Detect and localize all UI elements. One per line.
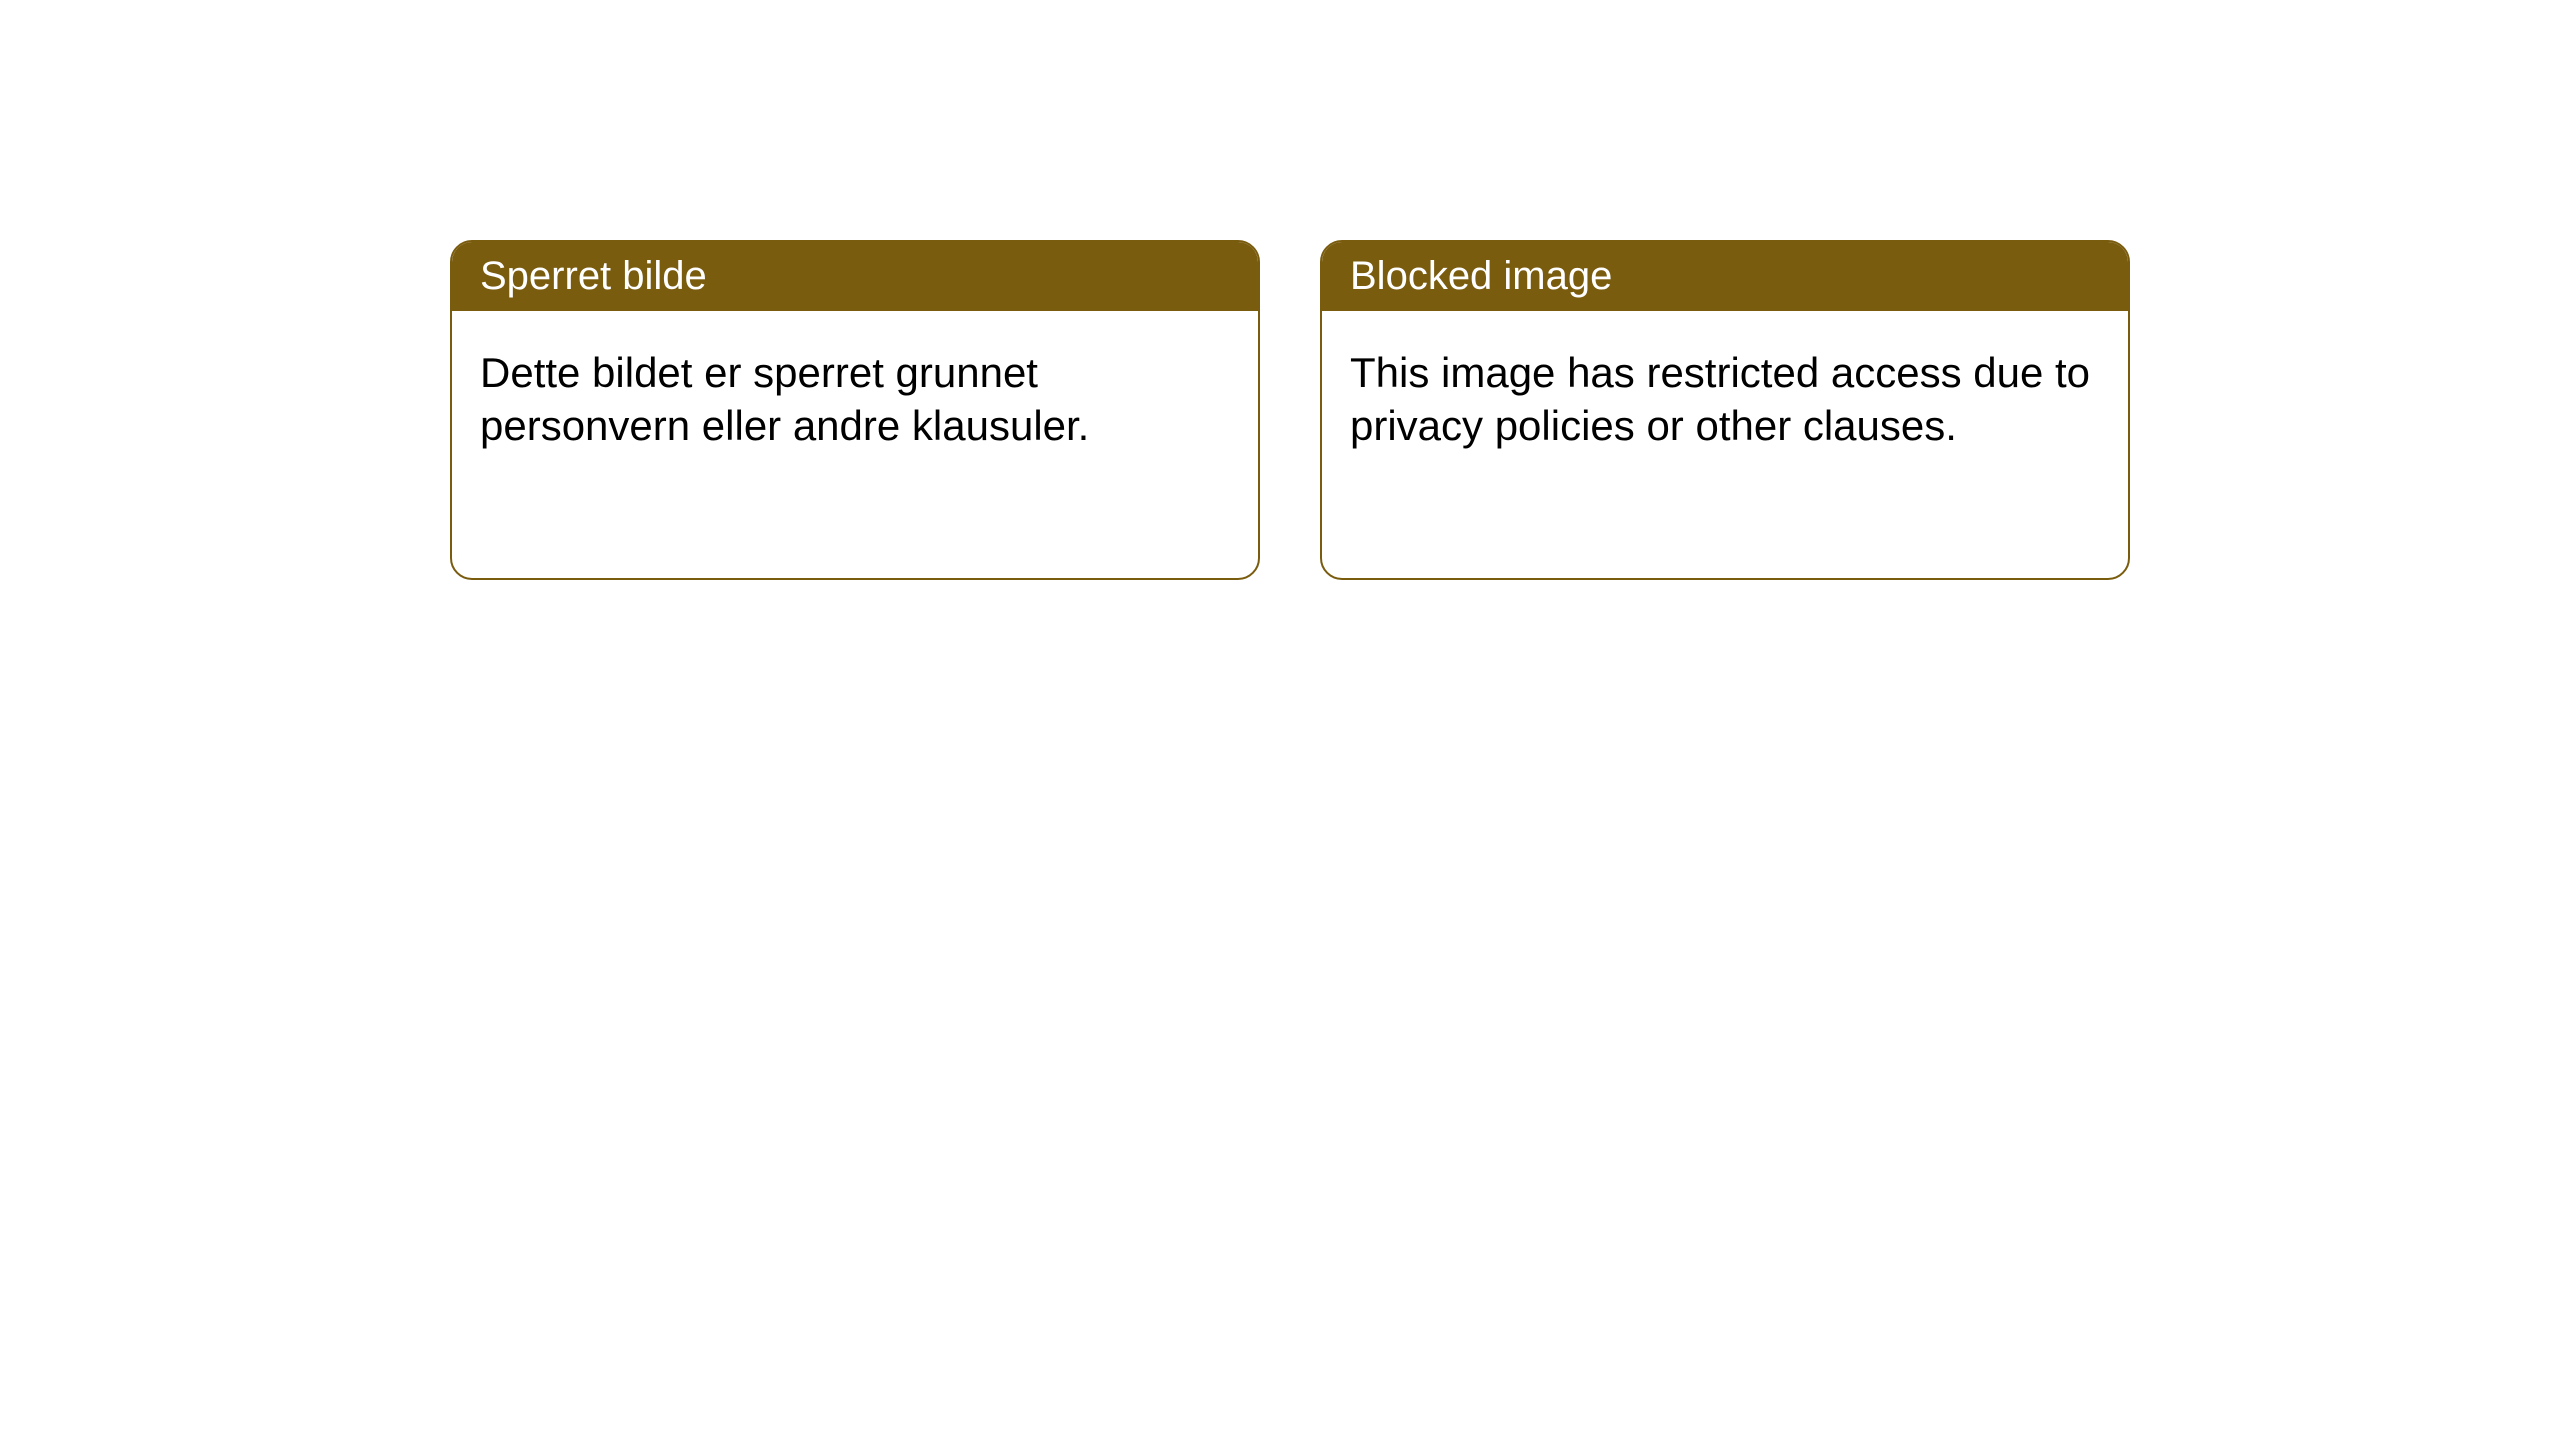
blocked-image-card-en: Blocked image This image has restricted …	[1320, 240, 2130, 580]
card-header-en: Blocked image	[1322, 242, 2128, 311]
card-header-no: Sperret bilde	[452, 242, 1258, 311]
card-body-no: Dette bildet er sperret grunnet personve…	[452, 311, 1258, 488]
blocked-image-card-no: Sperret bilde Dette bildet er sperret gr…	[450, 240, 1260, 580]
card-container: Sperret bilde Dette bildet er sperret gr…	[0, 0, 2560, 580]
card-body-en: This image has restricted access due to …	[1322, 311, 2128, 488]
